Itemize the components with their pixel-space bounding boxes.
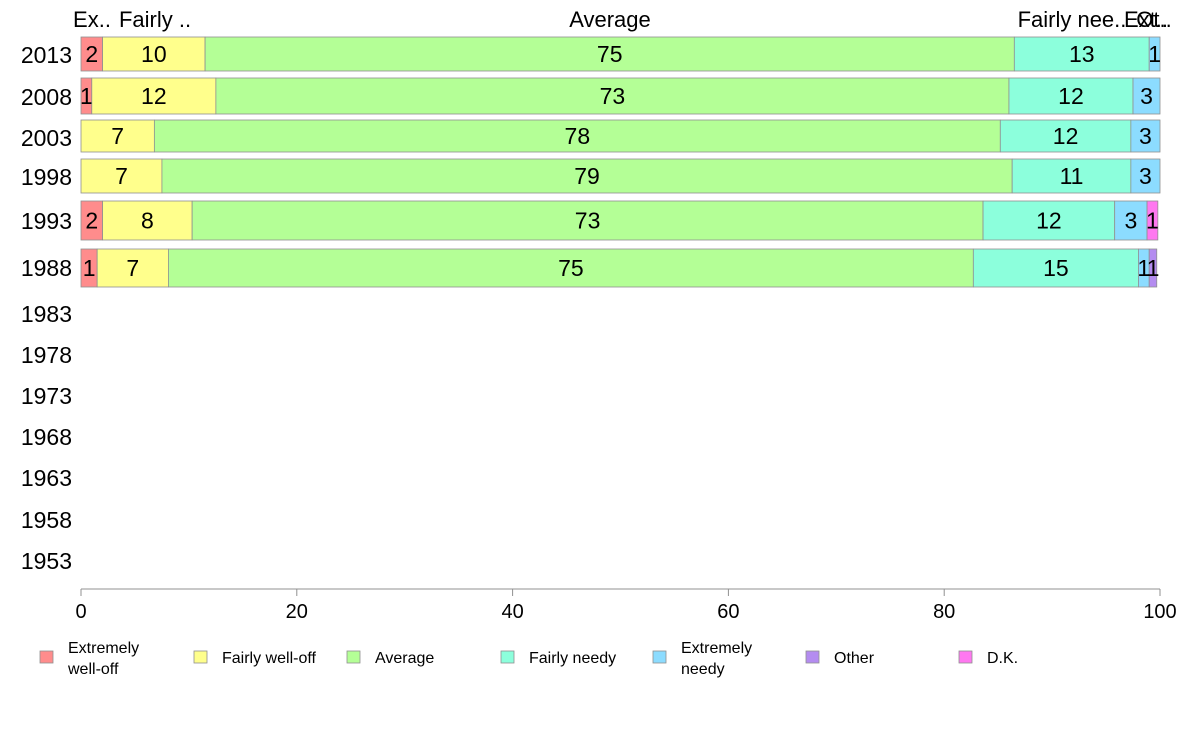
- top-label: Average: [569, 7, 651, 32]
- bar-segment: [161, 158, 1013, 194]
- bar-segment: [102, 200, 193, 241]
- bar-segment: [80, 158, 163, 194]
- bar-value-label: 12: [141, 83, 167, 109]
- legend-label: Fairly needy: [529, 650, 616, 667]
- x-tick-label: 0: [75, 601, 86, 623]
- year-label: 1988: [21, 255, 72, 281]
- legend-swatch: [346, 650, 361, 664]
- year-label: 1983: [21, 301, 72, 327]
- bar-value-label: 73: [575, 208, 601, 234]
- bar-segment: [1148, 248, 1158, 288]
- bar-value-label: 2: [85, 41, 98, 67]
- year-label: 2008: [21, 84, 72, 110]
- bar-segment: [1148, 36, 1161, 72]
- bar-value-label: 1: [1147, 255, 1160, 281]
- year-label: 1993: [21, 208, 72, 234]
- bar-value-label: 1: [83, 255, 96, 281]
- legend-swatch: [805, 650, 820, 664]
- bars: 2 10 75 13 11 12 73 12 37 78 12 37 79 11 32 8 73 12 3 11 7 75…: [80, 36, 1161, 288]
- legend-label: D.K.: [987, 650, 1018, 667]
- top-label: Fairly nee..: [1018, 7, 1127, 32]
- bar-value-label: 79: [574, 163, 600, 189]
- bar-segment: [1011, 158, 1132, 194]
- legend-swatch: [652, 650, 667, 664]
- x-tick-label: 80: [933, 601, 955, 623]
- bar-value-label: 8: [141, 208, 154, 234]
- bar-segment: [1130, 119, 1161, 153]
- bar-value-label: 1: [1146, 208, 1159, 234]
- year-label: 1978: [21, 342, 72, 368]
- legend-label: Fairly well-off: [222, 650, 317, 667]
- top-label: Ex..: [73, 7, 111, 32]
- legend-label: Extremely: [68, 640, 139, 657]
- bar-value-label: 3: [1124, 208, 1137, 234]
- year-axis-labels: 2013 2008 2003 1998 1993 1988 1983 1978 1973 1968…: [21, 42, 72, 574]
- bar-segment: [1146, 200, 1159, 241]
- bar-value-label: 1: [1148, 41, 1161, 67]
- bar-segment: [982, 200, 1116, 241]
- legend-label: needy: [681, 661, 725, 678]
- bar-value-label: 1: [80, 83, 93, 109]
- bar-value-label: 10: [141, 41, 167, 67]
- top-category-labels: Ex.. Fairly .. Average Fairly nee..Ext..Ot.…: [73, 7, 1172, 32]
- bar-value-label: 75: [597, 41, 623, 67]
- bar-value-label: 12: [1053, 123, 1079, 149]
- bar-segment: [80, 119, 155, 153]
- x-axis: 0 20 40 60 80 100: [75, 588, 1177, 623]
- x-tick-label: 20: [286, 601, 308, 623]
- bar-segment: [1008, 77, 1134, 115]
- legend-label: Other: [834, 650, 875, 667]
- legend-label: Extremely: [681, 640, 752, 657]
- year-label: 1958: [21, 507, 72, 533]
- bar-value-label: 7: [111, 123, 124, 149]
- bar-segment: [972, 248, 1139, 288]
- bar-segment: [153, 119, 1001, 153]
- bar-value-label: 78: [565, 123, 591, 149]
- bar-segment: [1130, 158, 1161, 194]
- x-tick-label: 60: [717, 601, 739, 623]
- legend-swatch: [500, 650, 515, 664]
- bar-segment: [999, 119, 1132, 153]
- x-tick-label: 100: [1143, 601, 1176, 623]
- bar-segment: [191, 200, 984, 241]
- bar-value-label: 11: [1060, 163, 1084, 189]
- bar-value-label: 75: [558, 255, 584, 281]
- bar-segment: [102, 36, 206, 72]
- bar-value-label: 2: [85, 208, 98, 234]
- x-tick-label: 40: [501, 601, 523, 623]
- bar-value-label: 1: [1137, 255, 1150, 281]
- top-label: Fairly ..: [119, 7, 191, 32]
- year-label: 2013: [21, 42, 72, 68]
- bar-value-label: 12: [1058, 83, 1084, 109]
- bar-value-label: 3: [1139, 163, 1152, 189]
- bar-segment: [91, 77, 217, 115]
- legend-label: Average: [375, 650, 434, 667]
- bar-segment: [1132, 77, 1161, 115]
- legend: Extremely well-off Fairly well-off Average F…: [39, 640, 1018, 678]
- legend-swatch: [193, 650, 208, 664]
- legend-swatch: [958, 650, 973, 664]
- top-label: Ext..: [1124, 7, 1168, 32]
- year-label: 1973: [21, 383, 72, 409]
- year-label: 1998: [21, 164, 72, 190]
- legend-label: well-off: [67, 661, 119, 678]
- year-label: 1963: [21, 465, 72, 491]
- bar-value-label: 15: [1043, 255, 1069, 281]
- top-label: Ot..: [1136, 7, 1171, 32]
- bar-value-label: 12: [1036, 208, 1062, 234]
- year-label: 1968: [21, 424, 72, 450]
- bar-value-label: 3: [1139, 123, 1152, 149]
- year-label: 2003: [21, 125, 72, 151]
- bar-value-label: 73: [600, 83, 626, 109]
- bar-value-label: 13: [1069, 41, 1095, 67]
- year-label: 1953: [21, 548, 72, 574]
- bar-value-label: 7: [126, 255, 139, 281]
- bar-segment: [167, 248, 974, 288]
- bar-segment: [1114, 200, 1148, 241]
- bar-value-label: 3: [1140, 83, 1153, 109]
- bar-segment: [215, 77, 1010, 115]
- bar-value-label: 7: [115, 163, 128, 189]
- legend-swatch: [39, 650, 54, 664]
